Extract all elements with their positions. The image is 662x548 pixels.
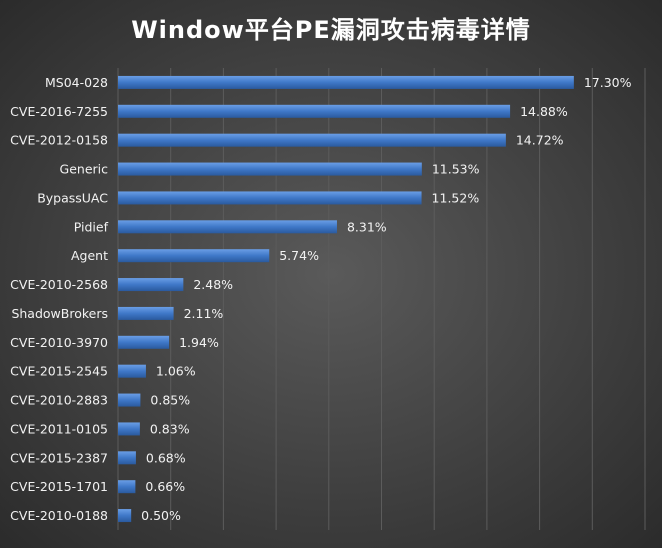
bar bbox=[118, 393, 141, 407]
data-label: 14.72% bbox=[516, 133, 564, 148]
category-label: ShadowBrokers bbox=[11, 306, 108, 321]
bars bbox=[118, 75, 574, 523]
category-label: BypassUAC bbox=[37, 190, 108, 205]
bar bbox=[118, 191, 422, 205]
bar bbox=[118, 306, 174, 320]
data-label: 0.83% bbox=[150, 421, 190, 436]
data-label: 11.52% bbox=[432, 190, 480, 205]
category-label: CVE-2015-2545 bbox=[10, 364, 108, 379]
labels: MS04-028 17.30% CVE-2016-7255 14.88% CVE-201… bbox=[10, 75, 631, 523]
category-label: Pidief bbox=[74, 219, 109, 234]
data-label: 2.48% bbox=[193, 277, 233, 292]
data-label: 8.31% bbox=[347, 219, 387, 234]
category-label: CVE-2011-0105 bbox=[10, 421, 108, 436]
category-label: CVE-2010-0188 bbox=[10, 508, 108, 523]
data-label: 11.53% bbox=[432, 162, 480, 177]
category-label: CVE-2015-1701 bbox=[10, 479, 108, 494]
bar bbox=[118, 133, 506, 147]
data-label: 1.94% bbox=[179, 335, 219, 350]
category-label: CVE-2015-2387 bbox=[10, 450, 108, 465]
category-label: MS04-028 bbox=[45, 75, 108, 90]
category-label: CVE-2010-2883 bbox=[10, 393, 108, 408]
bar bbox=[118, 220, 337, 234]
data-label: 2.11% bbox=[184, 306, 224, 321]
category-label: CVE-2010-3970 bbox=[10, 335, 108, 350]
category-label: Agent bbox=[71, 248, 108, 263]
bar bbox=[118, 104, 511, 118]
bar bbox=[118, 451, 136, 465]
bar bbox=[118, 364, 146, 378]
bar bbox=[118, 75, 574, 89]
bar bbox=[118, 335, 170, 349]
bar bbox=[118, 162, 422, 176]
bar bbox=[118, 480, 136, 494]
bar bbox=[118, 422, 140, 436]
category-label: Generic bbox=[60, 162, 109, 177]
data-label: 1.06% bbox=[156, 364, 196, 379]
data-label: 0.68% bbox=[146, 450, 186, 465]
data-label: 0.66% bbox=[145, 479, 185, 494]
data-label: 5.74% bbox=[279, 248, 319, 263]
data-label: 17.30% bbox=[584, 75, 632, 90]
category-label: CVE-2012-0158 bbox=[10, 133, 108, 148]
data-label: 0.85% bbox=[150, 393, 190, 408]
bar bbox=[118, 249, 270, 263]
category-label: CVE-2016-7255 bbox=[10, 104, 108, 119]
bar bbox=[118, 278, 184, 292]
data-label: 0.50% bbox=[141, 508, 181, 523]
chart-title: Window平台PE漏洞攻击病毒详情 bbox=[131, 16, 531, 44]
category-label: CVE-2010-2568 bbox=[10, 277, 108, 292]
bar bbox=[118, 509, 132, 523]
data-label: 14.88% bbox=[520, 104, 568, 119]
